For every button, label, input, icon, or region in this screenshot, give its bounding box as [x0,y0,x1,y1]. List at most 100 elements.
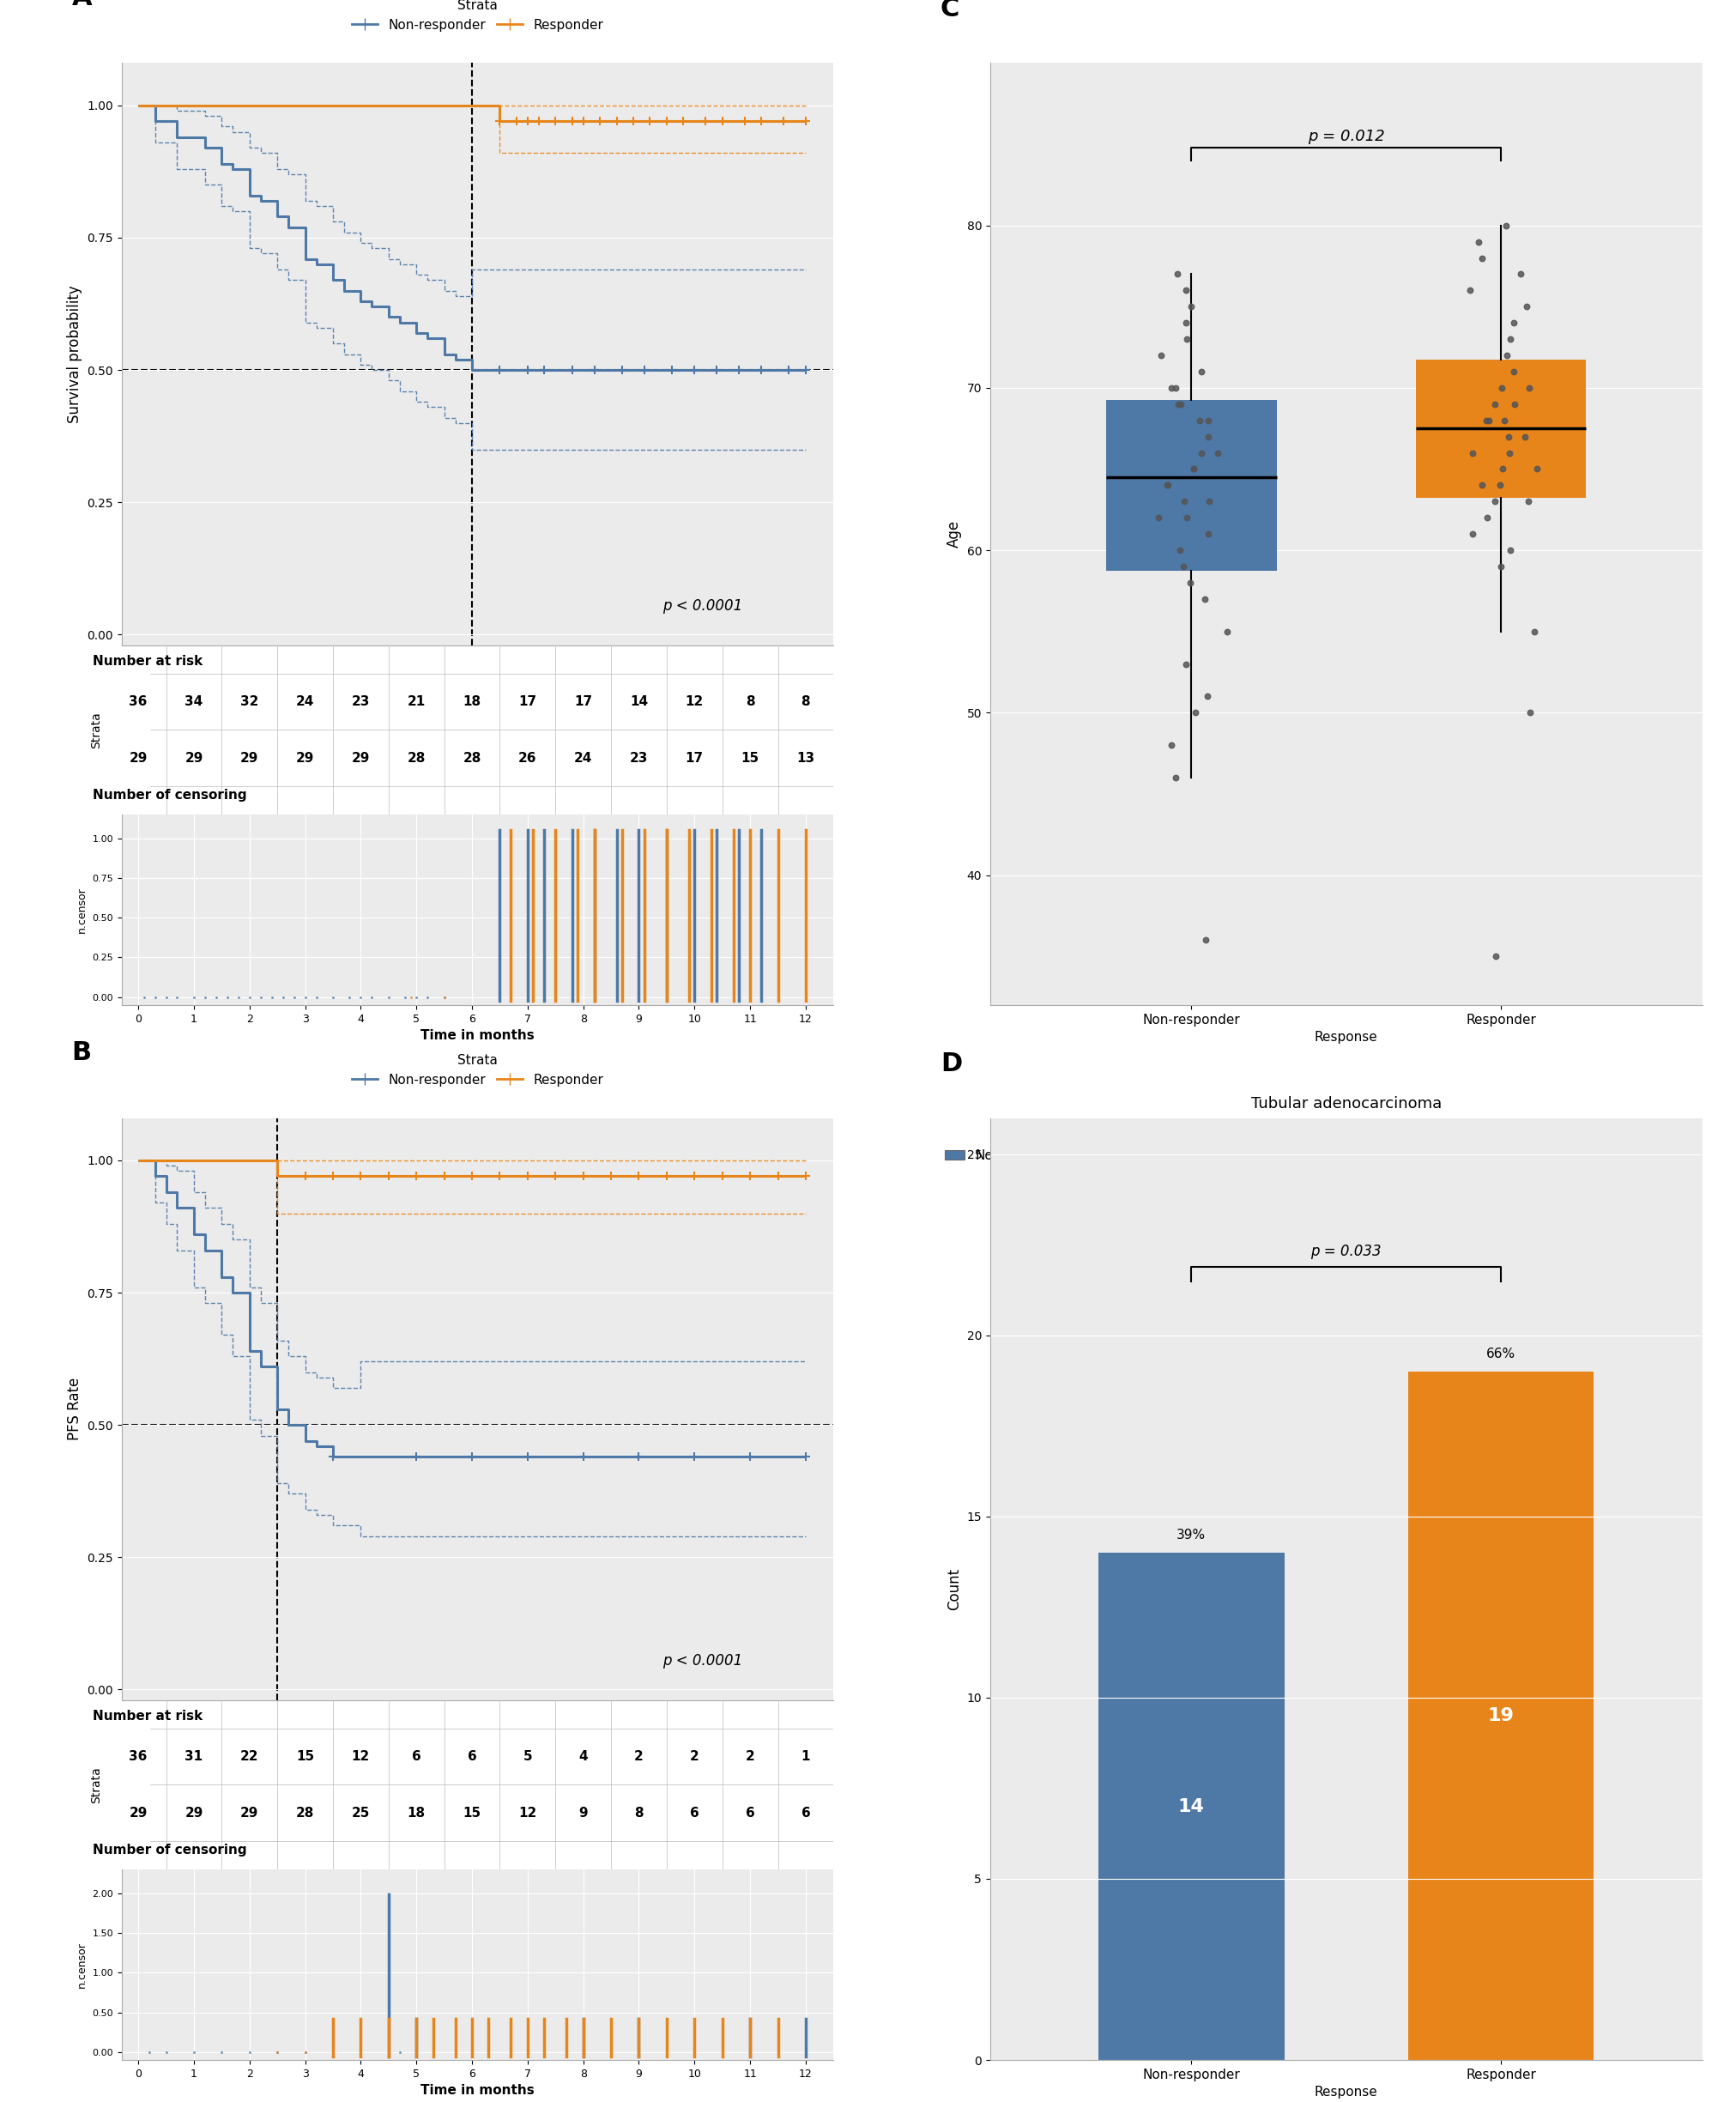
Text: 2: 2 [745,1751,755,1764]
Text: 29: 29 [240,1806,259,1820]
Text: 2: 2 [689,1751,700,1764]
Bar [1097,1553,1283,2060]
X-axis label: Time in months: Time in months [420,1030,535,1043]
Point [1177,290,1205,324]
Legend: Non-responder, Responder: Non-responder, Responder [939,1125,1184,1167]
Point [1170,486,1198,519]
Point [1500,307,1528,341]
Point [1193,404,1220,437]
Text: 14: 14 [630,696,648,708]
Text: 8: 8 [634,1806,642,1820]
Text: 8: 8 [745,696,753,708]
Point [1212,614,1240,647]
Y-axis label: n.censor: n.censor [76,1942,87,1988]
Point [1179,452,1207,486]
Text: 1: 1 [800,1751,809,1764]
Point [1495,420,1522,454]
Point [1505,256,1533,290]
Text: 15: 15 [464,1806,481,1820]
Point [1510,420,1538,454]
Text: p = 0.012: p = 0.012 [1307,128,1384,145]
Text: 29: 29 [128,1806,148,1820]
Title: Tubular adenocarcinoma: Tubular adenocarcinoma [1250,1097,1441,1112]
Text: 8: 8 [800,696,811,708]
Point [1472,500,1500,534]
FancyBboxPatch shape [108,1745,122,1770]
Point [1146,338,1174,372]
Text: 6: 6 [467,1751,476,1764]
Text: 25: 25 [351,1806,370,1820]
Text: 34: 34 [184,696,203,708]
Text: 24: 24 [295,696,314,708]
Text: 15: 15 [741,753,759,765]
Point [1172,322,1200,355]
Text: p < 0.0001: p < 0.0001 [663,599,743,614]
Point [1472,404,1500,437]
Text: 6: 6 [800,1806,811,1820]
Point [1144,500,1172,534]
Text: 4: 4 [578,1751,587,1764]
Text: 28: 28 [462,753,481,765]
Point [1186,404,1213,437]
Text: 9: 9 [578,1806,587,1820]
Text: Strata: Strata [90,710,102,748]
Text: 6: 6 [745,1806,755,1820]
Point [1495,322,1522,355]
Point [1187,355,1215,389]
FancyBboxPatch shape [108,746,122,771]
Point [1495,435,1522,469]
Point [1455,273,1483,307]
Point [1522,452,1550,486]
Point [1180,696,1208,729]
Point [1463,225,1491,259]
Text: 28: 28 [406,753,425,765]
Text: 23: 23 [351,696,370,708]
Text: 15: 15 [295,1751,314,1764]
Text: 29: 29 [351,753,370,765]
Point [1165,534,1193,568]
X-axis label: Time in months: Time in months [420,2085,535,2098]
Point [1172,500,1200,534]
Point [1163,256,1191,290]
Point [1172,307,1200,341]
Text: 6: 6 [689,1806,700,1820]
Text: 22: 22 [240,1751,259,1764]
Text: Number at risk: Number at risk [94,656,203,668]
Point [1191,582,1219,616]
Text: D: D [939,1051,962,1076]
Y-axis label: Count: Count [946,1568,962,1610]
Text: 66%: 66% [1486,1347,1516,1360]
Text: 36: 36 [128,1751,148,1764]
Text: 14: 14 [1177,1797,1205,1814]
Point [1474,404,1502,437]
Text: 23: 23 [630,753,648,765]
Point [1488,452,1516,486]
Text: 13: 13 [797,753,814,765]
Point [1203,435,1231,469]
Bar [1408,1373,1594,2060]
Text: 39%: 39% [1177,1528,1205,1543]
Point [1172,647,1200,681]
Point [1153,469,1180,502]
Point [1491,208,1519,242]
Text: 18: 18 [408,1806,425,1820]
Text: 17: 17 [686,753,703,765]
Point [1467,242,1495,275]
Text: Number at risk: Number at risk [94,1711,203,1724]
Point [1514,372,1542,406]
Text: 17: 17 [519,696,536,708]
Point [1495,534,1522,568]
Point [1481,940,1509,973]
Point [1516,696,1543,729]
X-axis label: Response: Response [1314,2085,1377,2098]
Text: p < 0.0001: p < 0.0001 [663,1652,743,1669]
Point [1458,435,1486,469]
Y-axis label: PFS Rate: PFS Rate [66,1377,82,1440]
Point [1481,387,1509,420]
Text: 24: 24 [575,753,592,765]
Text: A: A [71,0,92,11]
Text: 12: 12 [351,1751,370,1764]
Point [1514,486,1542,519]
Text: 2: 2 [634,1751,642,1764]
Text: 12: 12 [686,696,703,708]
